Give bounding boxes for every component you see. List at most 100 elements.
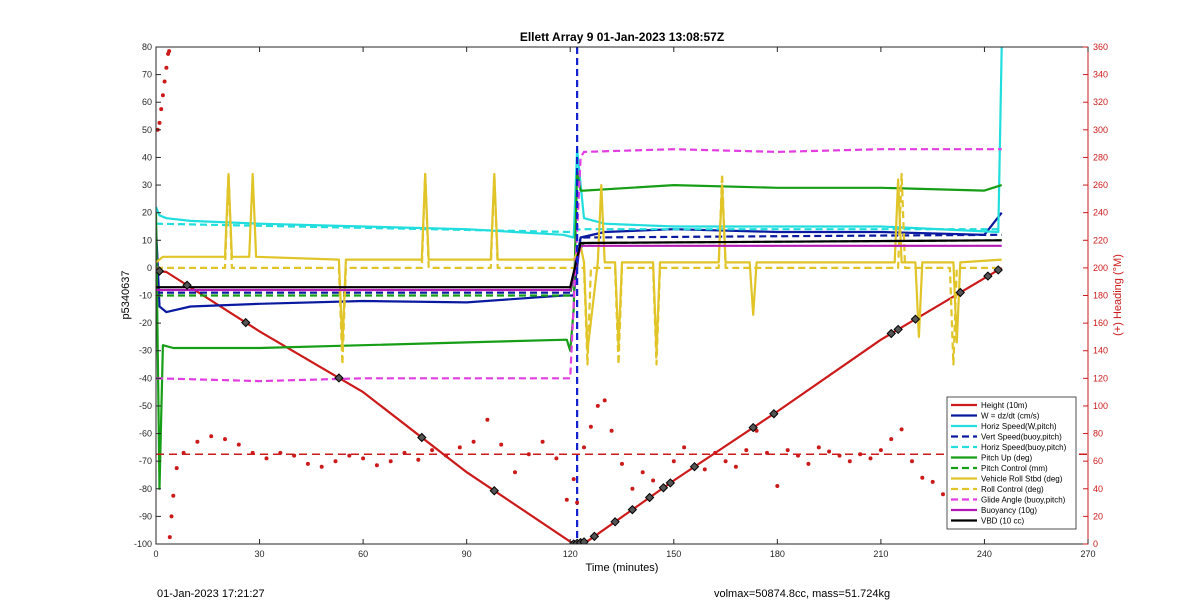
y-tick-label: -30 (139, 346, 152, 356)
heading-point (430, 448, 435, 453)
y-tick-label: -90 (139, 511, 152, 521)
y-right-tick-label: 260 (1093, 180, 1108, 190)
heading-point (333, 459, 338, 464)
y-tick-label: 70 (142, 70, 152, 80)
heading-point (485, 417, 490, 422)
heading-point (609, 428, 614, 433)
height-marker (955, 287, 965, 298)
y-right-tick-label: 220 (1093, 235, 1108, 245)
y-tick-label: -20 (139, 318, 152, 328)
legend-label: W = dz/dt (cm/s) (981, 412, 1040, 421)
heading-point (651, 478, 656, 483)
heading-point (160, 93, 165, 98)
x-tick-label: 240 (977, 549, 992, 559)
y-tick-label: 60 (142, 97, 152, 107)
legend-box (946, 396, 1077, 530)
heading-point (847, 459, 852, 464)
y-right-tick-label: 120 (1093, 373, 1108, 383)
height-marker (489, 486, 499, 496)
y-right-tick-label: 80 (1093, 429, 1103, 439)
y-right-tick-label: 360 (1093, 42, 1108, 52)
heading-point (195, 439, 200, 444)
height-marker (993, 265, 1003, 275)
heading-point (564, 497, 569, 502)
heading-point (640, 470, 645, 475)
heading-point (292, 453, 297, 458)
heading-point (157, 120, 162, 125)
x-tick-label: 30 (255, 549, 265, 559)
heading-point (806, 461, 811, 466)
height-marker (156, 266, 165, 276)
heading-point (540, 439, 545, 444)
y-tick-label: 0 (147, 263, 152, 273)
y-right-tick-label: 0 (1093, 539, 1098, 549)
heading-point (171, 493, 176, 498)
y-axis-right-label: (+) Heading (°M) (1112, 254, 1124, 336)
heading-point (723, 459, 728, 464)
y-tick-label: 10 (142, 235, 152, 245)
heading-point (682, 445, 687, 450)
legend-label: Glide Angle (buoy,pitch) (981, 496, 1066, 505)
height-marker (627, 504, 638, 515)
heading-point (526, 452, 531, 457)
x-tick-label: 60 (358, 549, 368, 559)
heading-point (167, 535, 172, 540)
heading-point (930, 479, 935, 484)
y-right-tick-label: 100 (1093, 401, 1108, 411)
x-tick-label: 0 (153, 549, 158, 559)
y-tick-label: -60 (139, 429, 152, 439)
heading-point (941, 492, 945, 497)
axes-layer: 0 30 60 90 120 150 180 210 240 270-100-90-80-70-6… (134, 42, 1108, 559)
heading-point (588, 424, 593, 429)
y-right-tick-label: 320 (1093, 97, 1108, 107)
heading-point (571, 477, 576, 482)
heading-point (209, 434, 214, 439)
y-tick-label: -40 (139, 373, 152, 383)
chart-title: Ellett Array 9 01-Jan-2023 13:08:57Z (520, 30, 724, 44)
heading-point (878, 448, 883, 453)
heading-point (347, 453, 352, 458)
heading-point (899, 427, 904, 432)
y-right-tick-label: 200 (1093, 263, 1108, 273)
y-tick-label: 40 (142, 152, 152, 162)
y-right-tick-label: 300 (1093, 125, 1108, 135)
y-right-tick-label: 240 (1093, 208, 1108, 218)
heading-point (889, 437, 894, 442)
heading-point (159, 107, 164, 112)
legend-label: Roll Control (deg) (981, 485, 1044, 494)
heading-point (223, 437, 227, 442)
heading-point (582, 445, 586, 450)
heading-point (775, 484, 780, 488)
heading-point (827, 449, 832, 454)
height-marker (983, 271, 993, 281)
legend-label: Height (10m) (981, 401, 1028, 410)
heading-point (236, 442, 241, 447)
y-right-tick-label: 40 (1093, 484, 1103, 494)
heading-point (744, 448, 749, 453)
series-line-11 (156, 239, 1002, 289)
heading-point (181, 450, 186, 455)
series-line-0 (156, 266, 1003, 544)
y-right-tick-label: 160 (1093, 318, 1108, 328)
x-tick-label: 270 (1080, 549, 1095, 559)
heading-point (733, 464, 738, 469)
y-tick-label: 30 (142, 180, 152, 190)
y-right-tick-label: 180 (1093, 291, 1108, 301)
y-right-tick-label: 140 (1093, 346, 1108, 356)
height-marker (182, 280, 192, 290)
height-marker (893, 324, 903, 335)
height-marker (644, 492, 655, 503)
heading-point (513, 470, 517, 475)
y-axis-label: p5340637 (120, 271, 132, 320)
heading-point (278, 450, 283, 455)
y-right-tick-label: 340 (1093, 70, 1108, 80)
y-right-tick-label: 20 (1093, 511, 1103, 521)
heading-point (765, 450, 769, 455)
x-tick-label: 180 (770, 549, 785, 559)
legend-label: Buoyancy (10g) (981, 506, 1037, 515)
y-right-tick-label: 60 (1093, 456, 1103, 466)
y-tick-label: 80 (142, 42, 152, 52)
heading-point (361, 456, 366, 461)
legend: Height (10m)W = dz/dt (cm/s)Horiz Speed(… (946, 396, 1077, 530)
